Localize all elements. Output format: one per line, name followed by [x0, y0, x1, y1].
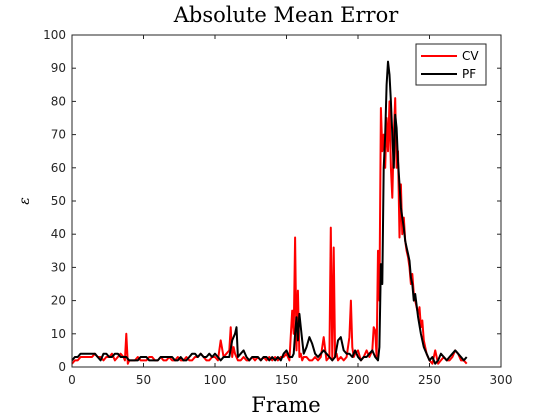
y-tick-label: 20 — [51, 294, 66, 308]
legend-pf-label: PF — [462, 67, 476, 81]
y-tick-label: 50 — [51, 194, 66, 208]
x-tick-label: 300 — [490, 373, 513, 387]
series-line-pf — [71, 60, 468, 365]
legend-cv-label: CV — [462, 49, 479, 63]
y-tick-label: 10 — [51, 327, 66, 341]
y-tick-label: 30 — [51, 260, 66, 274]
y-tick-label: 40 — [51, 227, 66, 241]
legend: CV PF — [415, 43, 487, 86]
x-tick-label: 0 — [68, 373, 76, 387]
y-tick-label: 0 — [58, 360, 66, 374]
x-tick-label: 250 — [418, 373, 441, 387]
x-axis-label: Frame — [251, 393, 320, 417]
y-tick-label: 60 — [51, 161, 66, 175]
plot-frame — [71, 34, 502, 368]
y-tick-label: 90 — [51, 61, 66, 75]
x-tick-label: 200 — [347, 373, 370, 387]
x-tick-label: 100 — [204, 373, 227, 387]
y-axis-label: ε — [17, 197, 33, 205]
y-tick-label: 70 — [51, 128, 66, 142]
x-tick-label: 150 — [275, 373, 298, 387]
y-tick-label: 100 — [43, 28, 66, 42]
y-tick-label: 80 — [51, 94, 66, 108]
legend-box — [415, 43, 487, 86]
chart-title: Absolute Mean Error — [173, 3, 400, 27]
plot-area — [72, 35, 501, 367]
x-tick-label: 50 — [136, 373, 151, 387]
